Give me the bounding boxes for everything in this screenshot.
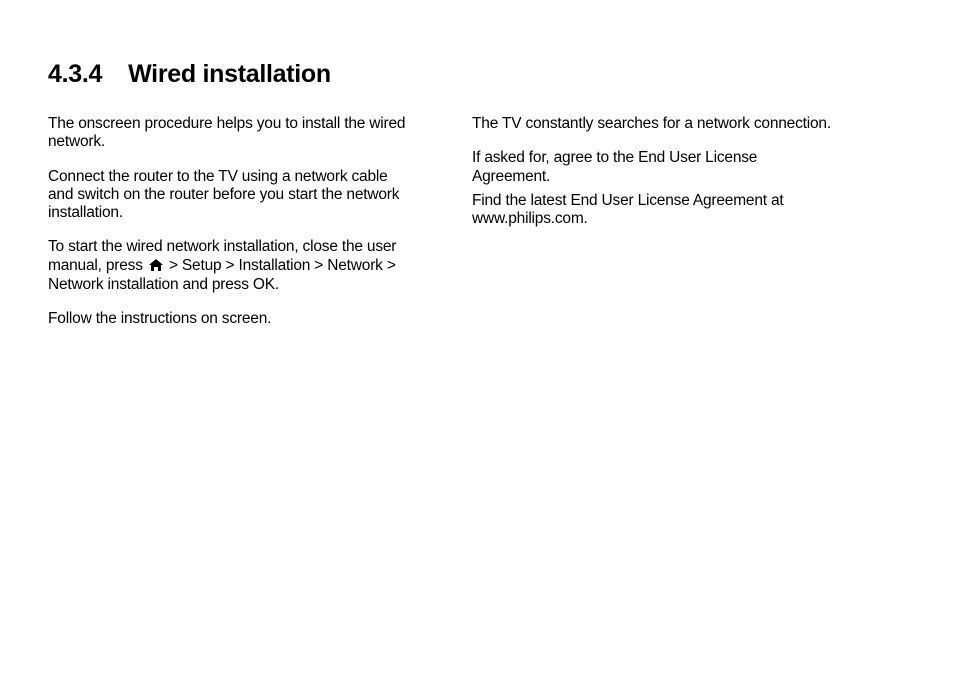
paragraph: To start the wired network installation,… xyxy=(48,238,410,294)
left-column: The onscreen procedure helps you to inst… xyxy=(48,115,410,345)
paragraph: Connect the router to the TV using a net… xyxy=(48,168,410,223)
right-column: The TV constantly searches for a network… xyxy=(472,115,834,345)
content-columns: The onscreen procedure helps you to inst… xyxy=(48,115,906,345)
paragraph: If asked for, agree to the End User Lice… xyxy=(472,149,834,186)
section-number: 4.3.4 xyxy=(48,60,102,88)
section-title: Wired installation xyxy=(128,60,331,88)
home-icon xyxy=(149,258,163,276)
paragraph: Find the latest End User License Agreeme… xyxy=(472,192,834,229)
paragraph: The TV constantly searches for a network… xyxy=(472,115,834,133)
paragraph: The onscreen procedure helps you to inst… xyxy=(48,115,410,152)
section-heading: 4.3.4 Wired installation xyxy=(48,60,906,89)
paragraph: Follow the instructions on screen. xyxy=(48,310,410,328)
